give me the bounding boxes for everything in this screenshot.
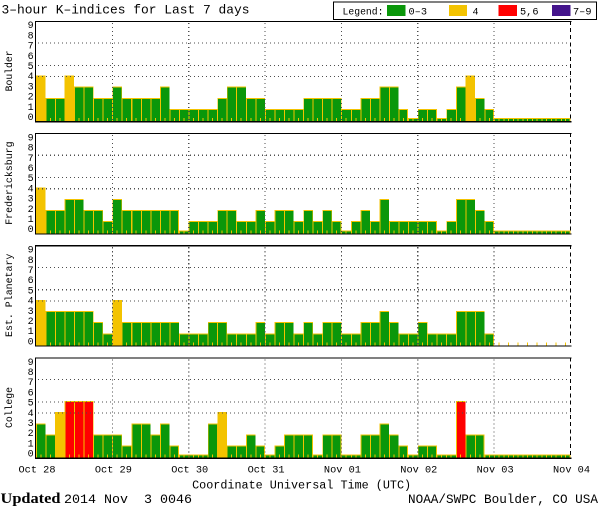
svg-text:7: 7 bbox=[28, 154, 34, 165]
svg-text:NOAA/SWPC Boulder, CO USA: NOAA/SWPC Boulder, CO USA bbox=[408, 492, 598, 507]
svg-text:1: 1 bbox=[28, 215, 34, 226]
svg-text:Nov 04: Nov 04 bbox=[553, 464, 590, 476]
svg-text:7: 7 bbox=[28, 42, 34, 53]
svg-text:8: 8 bbox=[28, 368, 34, 379]
svg-text:7: 7 bbox=[28, 266, 34, 277]
svg-text:4: 4 bbox=[28, 184, 34, 195]
svg-text:2: 2 bbox=[28, 429, 34, 440]
svg-text:Nov 02: Nov 02 bbox=[400, 464, 437, 476]
svg-text:7: 7 bbox=[28, 378, 34, 389]
svg-text:3: 3 bbox=[28, 82, 34, 93]
svg-text:5: 5 bbox=[28, 174, 34, 185]
svg-text:6: 6 bbox=[28, 52, 34, 63]
svg-text:Oct 30: Oct 30 bbox=[171, 464, 208, 476]
svg-text:Updated: Updated bbox=[1, 491, 61, 507]
svg-text:Nov 03: Nov 03 bbox=[477, 464, 514, 476]
svg-text:Oct 31: Oct 31 bbox=[248, 464, 285, 476]
svg-text:6: 6 bbox=[28, 276, 34, 287]
svg-text:8: 8 bbox=[28, 31, 34, 42]
svg-text:College: College bbox=[4, 387, 16, 428]
svg-text:4: 4 bbox=[28, 409, 34, 420]
svg-text:Oct 28: Oct 28 bbox=[19, 464, 56, 476]
svg-text:8: 8 bbox=[28, 144, 34, 155]
svg-text:Fredericksburg: Fredericksburg bbox=[4, 141, 16, 224]
svg-text:4: 4 bbox=[473, 7, 479, 19]
svg-text:2014 Nov 3 0046: 2014 Nov 3 0046 bbox=[64, 492, 192, 507]
svg-text:3–hour K–indices for Last 7 da: 3–hour K–indices for Last 7 days bbox=[2, 3, 250, 18]
svg-text:9: 9 bbox=[28, 21, 34, 32]
svg-text:0: 0 bbox=[28, 113, 34, 124]
svg-text:5: 5 bbox=[28, 286, 34, 297]
svg-text:2: 2 bbox=[28, 93, 34, 104]
svg-text:1: 1 bbox=[28, 439, 34, 450]
svg-text:5,6: 5,6 bbox=[520, 7, 539, 19]
svg-text:Boulder: Boulder bbox=[4, 50, 16, 91]
svg-text:Coordinate Universal Time (UTC: Coordinate Universal Time (UTC) bbox=[192, 480, 411, 493]
svg-text:6: 6 bbox=[28, 164, 34, 175]
svg-text:9: 9 bbox=[28, 358, 34, 369]
svg-text:0: 0 bbox=[28, 450, 34, 461]
svg-text:0: 0 bbox=[28, 225, 34, 236]
svg-text:Nov 01: Nov 01 bbox=[324, 464, 361, 476]
svg-text:0–3: 0–3 bbox=[409, 7, 428, 19]
svg-text:9: 9 bbox=[28, 133, 34, 144]
svg-text:4: 4 bbox=[28, 72, 34, 83]
svg-text:6: 6 bbox=[28, 388, 34, 399]
svg-text:5: 5 bbox=[28, 62, 34, 73]
svg-text:1: 1 bbox=[28, 103, 34, 114]
svg-text:2: 2 bbox=[28, 317, 34, 328]
svg-text:2: 2 bbox=[28, 205, 34, 216]
svg-text:Legend:: Legend: bbox=[343, 7, 384, 19]
svg-text:1: 1 bbox=[28, 327, 34, 338]
svg-text:3: 3 bbox=[28, 195, 34, 206]
svg-text:Oct 29: Oct 29 bbox=[95, 464, 132, 476]
svg-text:4: 4 bbox=[28, 297, 34, 308]
svg-text:9: 9 bbox=[28, 246, 34, 257]
svg-text:7–9: 7–9 bbox=[573, 7, 592, 19]
svg-text:0: 0 bbox=[28, 337, 34, 348]
svg-text:Est. Planetary: Est. Planetary bbox=[4, 254, 16, 337]
svg-text:3: 3 bbox=[28, 307, 34, 318]
svg-text:5: 5 bbox=[28, 399, 34, 410]
svg-text:8: 8 bbox=[28, 256, 34, 267]
svg-text:3: 3 bbox=[28, 419, 34, 430]
